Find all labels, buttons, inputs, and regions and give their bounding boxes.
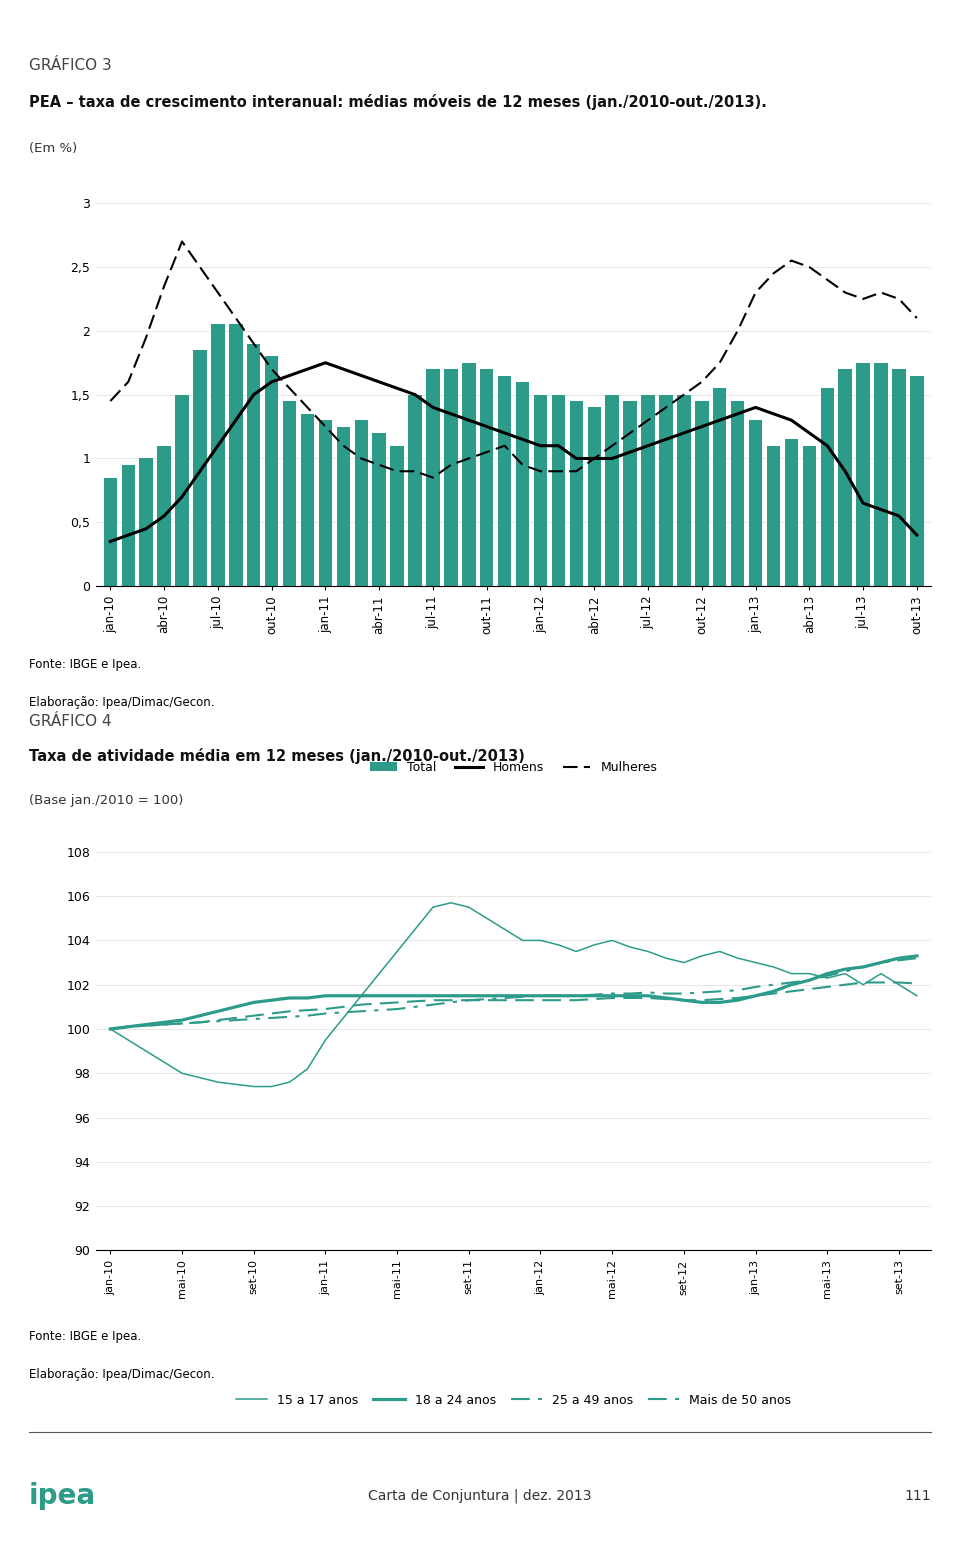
Bar xyxy=(875,363,888,586)
Bar xyxy=(516,381,529,586)
Bar xyxy=(283,402,297,586)
Text: Fonte: IBGE e Ipea.: Fonte: IBGE e Ipea. xyxy=(29,658,141,671)
Bar xyxy=(856,363,870,586)
Bar xyxy=(372,433,386,586)
Bar xyxy=(408,395,421,586)
Text: Fonte: IBGE e Ipea.: Fonte: IBGE e Ipea. xyxy=(29,1330,141,1343)
Text: 111: 111 xyxy=(904,1490,931,1504)
Bar xyxy=(695,402,708,586)
Bar xyxy=(391,445,404,586)
Bar xyxy=(623,402,636,586)
Text: (Base jan./2010 = 100): (Base jan./2010 = 100) xyxy=(29,794,183,807)
Text: GRÁFICO 4: GRÁFICO 4 xyxy=(29,714,111,728)
Bar xyxy=(265,356,278,586)
Bar xyxy=(749,420,762,586)
Bar xyxy=(588,408,601,586)
Text: Elaboração: Ipea/Dimac/Gecon.: Elaboração: Ipea/Dimac/Gecon. xyxy=(29,696,214,708)
Bar xyxy=(193,350,206,586)
Bar xyxy=(660,395,673,586)
Bar xyxy=(677,395,690,586)
Bar xyxy=(534,395,547,586)
Bar xyxy=(176,395,189,586)
Bar xyxy=(569,402,583,586)
Text: ipea: ipea xyxy=(29,1482,96,1510)
Bar xyxy=(319,420,332,586)
Bar xyxy=(910,375,924,586)
Text: Carta de Conjuntura | dez. 2013: Carta de Conjuntura | dez. 2013 xyxy=(369,1490,591,1504)
Bar xyxy=(713,388,727,586)
Bar xyxy=(104,478,117,586)
Bar xyxy=(211,325,225,586)
Text: PEA – taxa de crescimento interanual: médias móveis de 12 meses (jan./2010-out./: PEA – taxa de crescimento interanual: mé… xyxy=(29,94,767,109)
Bar xyxy=(247,344,260,586)
Legend: Total, Homens, Mulheres: Total, Homens, Mulheres xyxy=(365,756,662,778)
Bar xyxy=(426,369,440,586)
Bar xyxy=(229,325,243,586)
Bar xyxy=(462,363,475,586)
Bar xyxy=(157,445,171,586)
Text: GRÁFICO 3: GRÁFICO 3 xyxy=(29,58,111,72)
Bar xyxy=(803,445,816,586)
Bar xyxy=(444,369,458,586)
Text: Elaboração: Ipea/Dimac/Gecon.: Elaboração: Ipea/Dimac/Gecon. xyxy=(29,1368,214,1380)
Bar xyxy=(337,427,350,586)
Bar xyxy=(354,420,368,586)
Bar xyxy=(838,369,852,586)
Legend: 15 a 17 anos, 18 a 24 anos, 25 a 49 anos, Mais de 50 anos: 15 a 17 anos, 18 a 24 anos, 25 a 49 anos… xyxy=(230,1388,797,1411)
Bar xyxy=(731,402,744,586)
Bar xyxy=(139,458,153,586)
Text: (Em %): (Em %) xyxy=(29,142,77,155)
Text: Taxa de atividade média em 12 meses (jan./2010-out./2013): Taxa de atividade média em 12 meses (jan… xyxy=(29,749,525,764)
Bar xyxy=(821,388,834,586)
Bar xyxy=(767,445,780,586)
Bar xyxy=(892,369,905,586)
Bar xyxy=(784,439,798,586)
Bar xyxy=(641,395,655,586)
Bar xyxy=(480,369,493,586)
Bar xyxy=(552,395,565,586)
Bar xyxy=(498,375,512,586)
Bar xyxy=(122,464,135,586)
Bar xyxy=(300,414,314,586)
Bar xyxy=(606,395,619,586)
